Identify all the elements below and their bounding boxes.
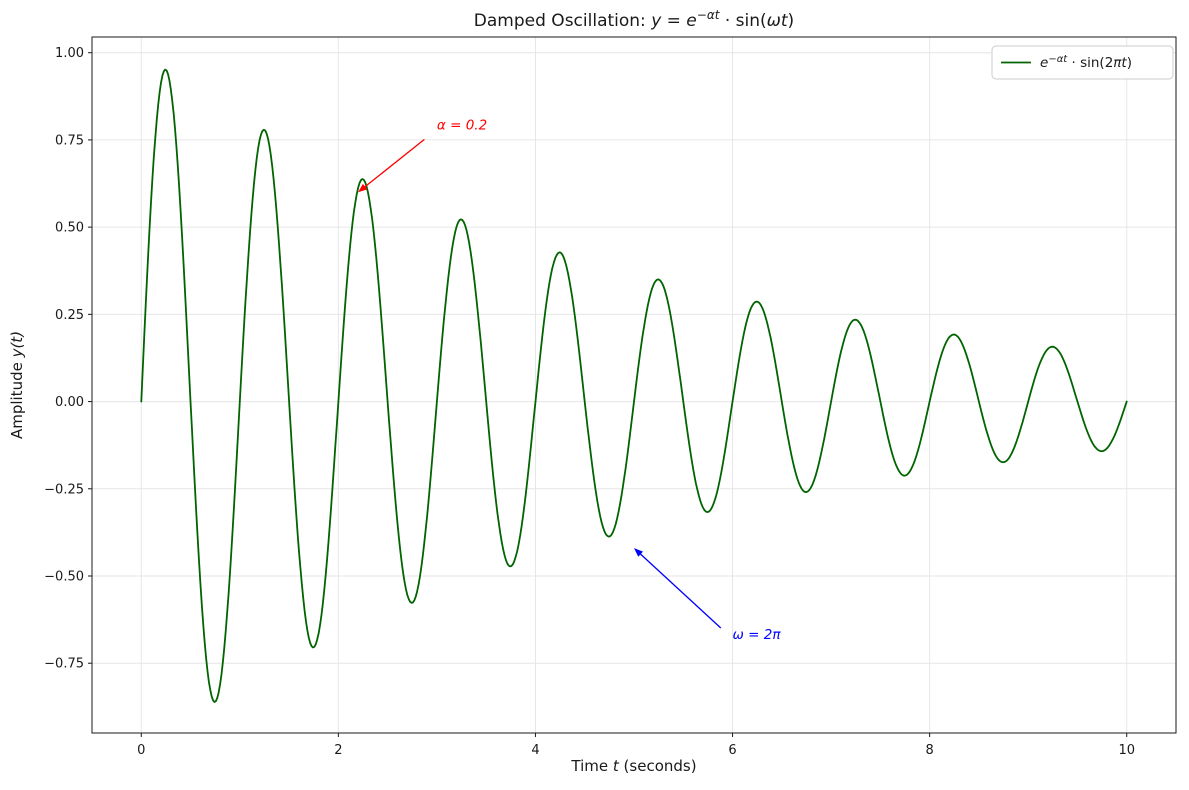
- y-tick-label: 0.25: [55, 308, 84, 323]
- axis-tick-labels: 0 2 4 6 8 10 −0.75 −0.50 −0.25 0.00 0.25 0.50 0.75 1.…: [44, 46, 1135, 758]
- annotation-text: α = 0.2: [437, 117, 487, 133]
- y-axis-label: Amplitude y(t): [8, 331, 26, 439]
- x-tick-label: 2: [334, 743, 342, 758]
- y-tick-label: 0.50: [55, 221, 84, 236]
- title-exponent: −αt: [697, 8, 721, 22]
- title-math: · sin(: [719, 11, 766, 31]
- x-tick-label: 0: [137, 743, 145, 758]
- y-tick-label: 0.75: [55, 133, 84, 148]
- title-prefix: Damped Oscillation:: [474, 11, 651, 31]
- damped-sine-curve: [140, 68, 1128, 703]
- plot-border: [91, 36, 1177, 734]
- x-tick-label: 8: [925, 743, 933, 758]
- y-tick-label: −0.50: [44, 570, 84, 585]
- x-tick-label: 10: [1118, 743, 1135, 758]
- annotation-arrow: [363, 138, 425, 188]
- x-tick-label: 4: [531, 743, 539, 758]
- legend-label: e−αt · sin(2πt): [1040, 54, 1132, 71]
- annotation-text: ω = 2π: [733, 627, 782, 643]
- damped-sine-path: [140, 68, 1128, 703]
- legend: e−αt · sin(2πt): [991, 45, 1174, 80]
- annotation-arrow: [639, 553, 722, 629]
- annotation-arrowhead: [358, 183, 368, 193]
- chart-title: Damped Oscillation: y = e−αt · sin(ωt): [474, 8, 794, 31]
- title-math: ωt: [767, 11, 789, 31]
- y-tick-label: −0.25: [44, 482, 84, 497]
- annotation-arrowhead: [634, 548, 643, 557]
- y-tick-label: 0.00: [55, 395, 84, 410]
- y-tick-label: 1.00: [55, 46, 84, 61]
- y-tick-label: −0.75: [44, 657, 84, 672]
- annotations-layer: α = 0.2 ω = 2π: [358, 117, 782, 643]
- legend-box: [991, 45, 1174, 80]
- title-math: ): [788, 11, 795, 31]
- title-math: y = e: [650, 11, 697, 31]
- x-tick-label: 6: [728, 743, 736, 758]
- x-axis-label: Time t (seconds): [570, 757, 696, 775]
